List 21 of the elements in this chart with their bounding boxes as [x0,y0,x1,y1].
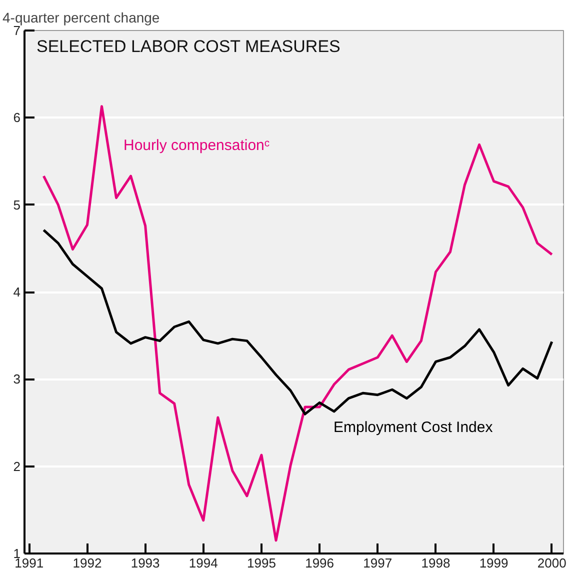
line-series [42,105,554,542]
x-tick-label: 1996 [305,556,334,570]
x-tick-label: 1997 [363,556,392,570]
series-label: Hourly compensationᶜ [124,137,270,154]
y-tick-label: 4 [13,284,21,300]
series-label: Employment Cost Index [334,419,494,436]
x-tick-label: 1994 [188,556,218,570]
y-tick-label: 3 [13,372,21,387]
y-tick-label: 2 [13,458,21,474]
x-tick-label: 1998 [421,556,450,570]
y-tick-label: 7 [13,23,21,38]
x-tick-label: 1999 [479,556,508,570]
y-axis-title: 4-quarter percent change [2,10,160,26]
line-series [42,228,554,416]
y-tick-label: 5 [13,197,21,212]
x-tick-label: 1993 [130,556,160,570]
x-tick-label: 1995 [247,556,276,570]
x-tick-label: 1992 [72,556,102,570]
chart-title: SELECTED LABOR COST MEASURES [36,37,340,56]
x-tick-label: 2000 [537,556,566,570]
y-tick-label: 6 [13,110,21,126]
